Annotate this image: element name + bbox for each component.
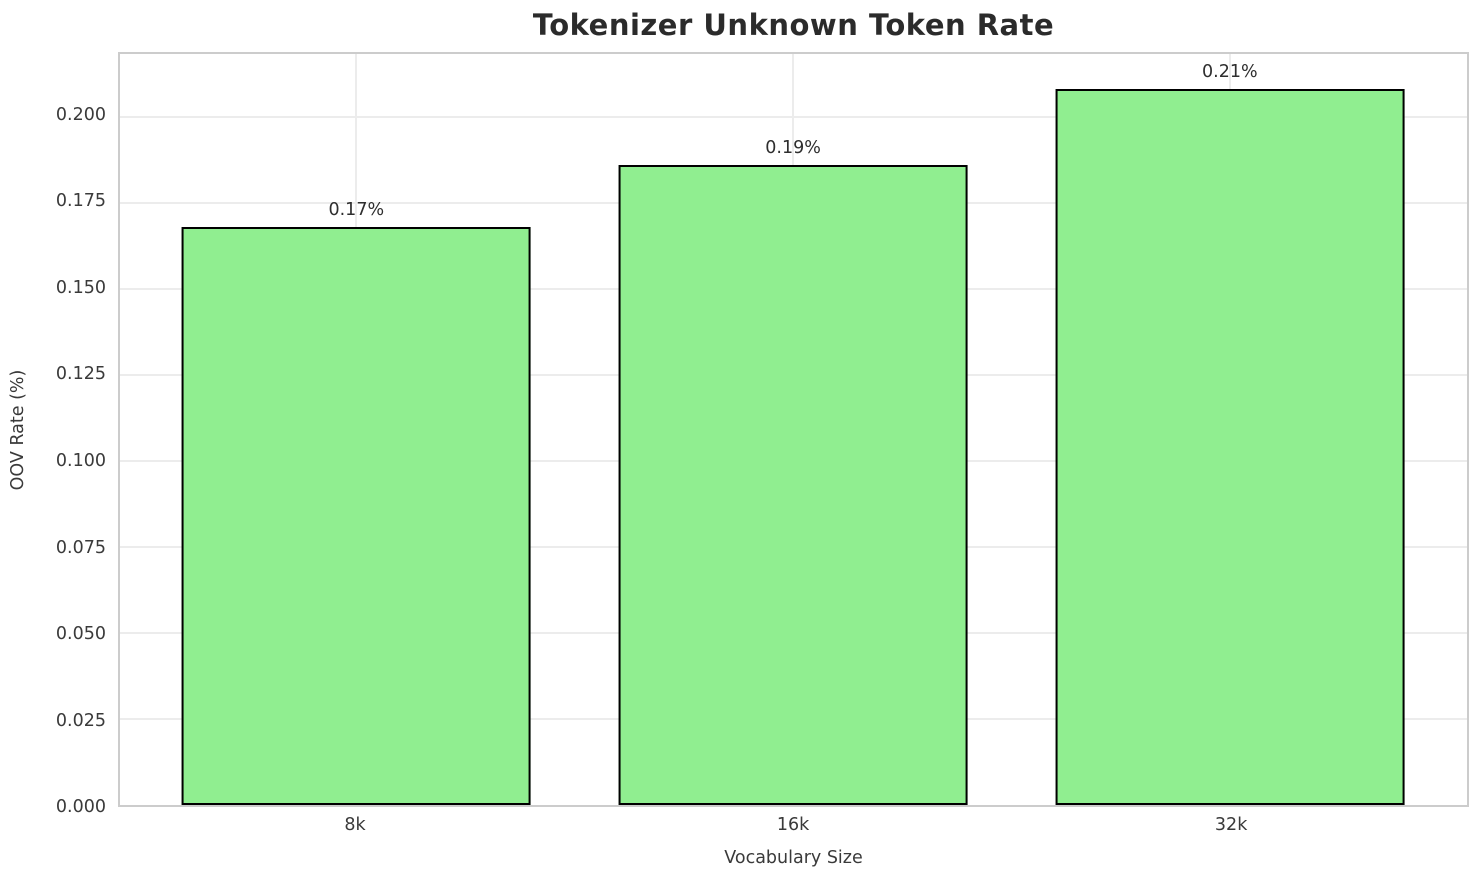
y-tick-label: 0.200 (55, 104, 106, 125)
bar-value-label: 0.19% (765, 137, 821, 158)
y-tick-label: 0.175 (55, 191, 106, 212)
y-tick-label: 0.000 (55, 797, 106, 817)
plot-area: 0.17% 0.19% 0.21% (118, 52, 1469, 807)
y-tick-label: 0.100 (55, 451, 106, 471)
bar-16k (618, 164, 968, 805)
y-tick-label: 0.075 (55, 537, 106, 558)
bar-32k (1055, 89, 1405, 805)
bar-value-label: 0.21% (1202, 62, 1258, 83)
x-tick-label: 32k (1214, 815, 1248, 835)
x-axis-ticks: 8k 16k 32k (118, 815, 1469, 843)
bar-8k (181, 226, 531, 805)
chart-title: Tokenizer Unknown Token Rate (532, 8, 1055, 42)
y-tick-label: 0.125 (55, 364, 106, 385)
y-tick-label: 0.150 (55, 277, 106, 298)
y-tick-label: 0.050 (55, 624, 106, 644)
x-axis-label: Vocabulary Size (724, 848, 863, 868)
x-tick-label: 16k (776, 815, 810, 835)
x-tick-label: 8k (344, 815, 366, 835)
bar-value-label: 0.17% (328, 199, 385, 220)
y-axis-ticks: 0.000 0.025 0.050 0.075 0.100 0.125 0.150 0.175… (0, 52, 106, 817)
y-tick-label: 0.025 (55, 710, 106, 731)
